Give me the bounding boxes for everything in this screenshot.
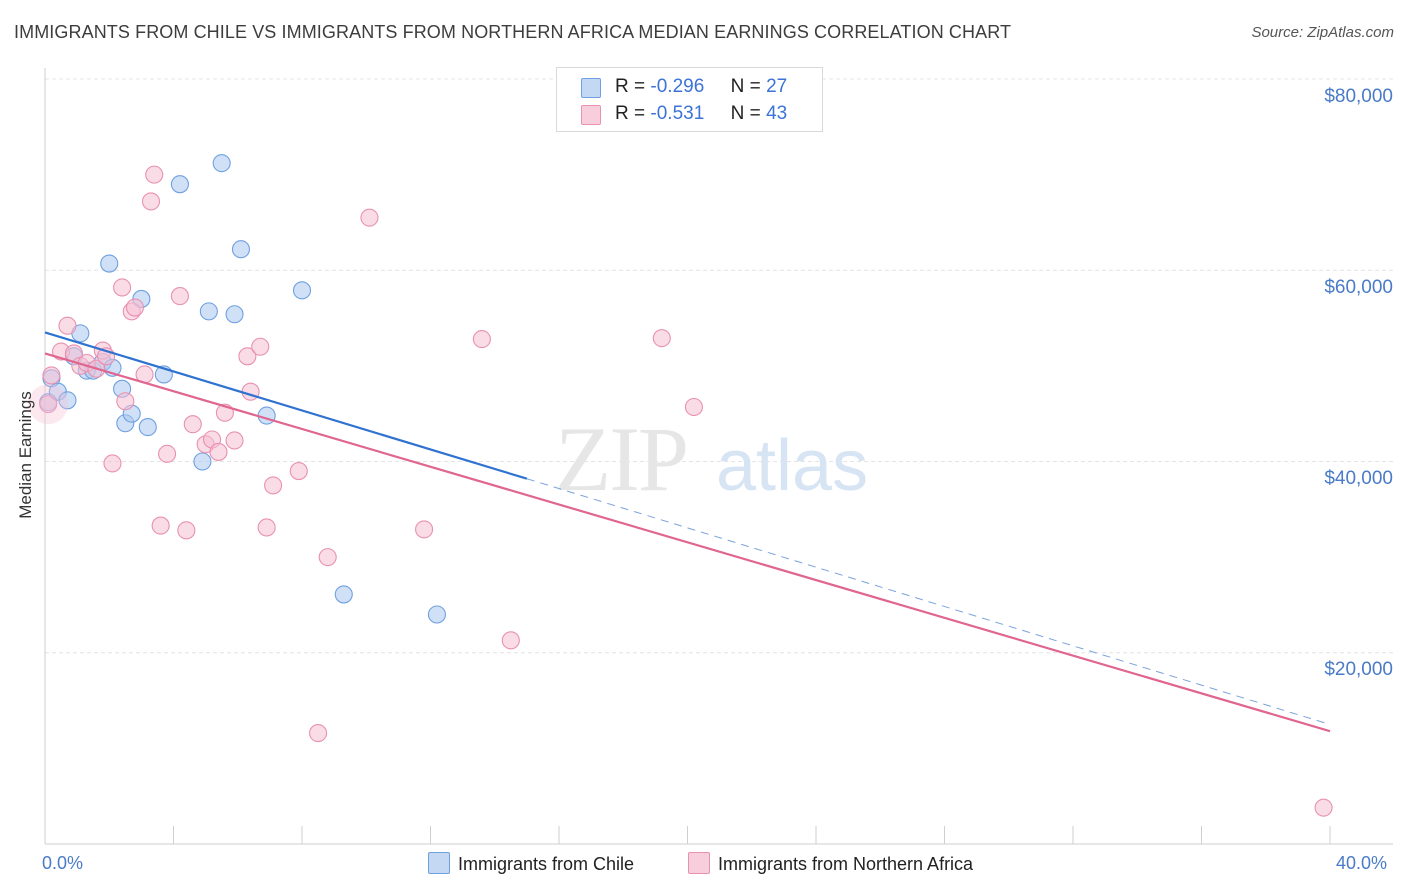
point-nafrica-39 [501, 631, 520, 650]
series-nafrica-points [28, 165, 1333, 817]
watermark-zip: ZIP [555, 408, 687, 510]
point-chile-23 [257, 406, 276, 425]
point-nafrica-1 [42, 366, 61, 385]
point-nafrica-3 [58, 316, 77, 335]
stats-legend: R = -0.296 N = 27 R = -0.531 N = 43 [556, 67, 823, 132]
bottom-legend-swatch-nafrica [688, 852, 710, 874]
point-nafrica-32 [264, 476, 283, 495]
point-nafrica-21 [177, 521, 196, 540]
trend-line-chile [44, 331, 528, 480]
point-nafrica-40 [652, 329, 671, 348]
point-nafrica-42 [1314, 798, 1333, 817]
point-nafrica-37 [415, 520, 434, 539]
watermark-atlas: atlas [716, 426, 868, 506]
chart-title: IMMIGRANTS FROM CHILE VS IMMIGRANTS FROM… [14, 22, 1012, 42]
point-nafrica-33 [289, 462, 308, 481]
point-nafrica-10 [103, 454, 122, 473]
point-nafrica-31 [257, 518, 276, 537]
axes [44, 68, 1393, 845]
point-nafrica-11 [113, 278, 132, 297]
bottom-legend-nafrica: Immigrants from Northern Africa [688, 852, 973, 875]
legend-r-value-chile: -0.296 [650, 76, 705, 97]
legend-swatch-nafrica [581, 105, 601, 125]
point-nafrica-22 [183, 415, 202, 434]
bottom-legend-swatch-chile [428, 852, 450, 874]
point-chile-24 [292, 281, 312, 300]
point-chile-19 [199, 302, 218, 321]
legend-swatch-chile [581, 78, 601, 98]
y-tick-label-40000: $40,000 [1324, 468, 1393, 489]
legend-n-value-chile: 27 [766, 76, 788, 97]
point-chile-21 [225, 305, 244, 324]
bottom-legend-label-chile: Immigrants from Chile [458, 854, 635, 874]
watermark: ZIP atlas [555, 408, 868, 510]
trend-lines [44, 331, 1331, 733]
point-nafrica-12 [116, 392, 135, 411]
point-nafrica-30 [251, 337, 270, 356]
x-tick-label-max: 40.0% [1336, 853, 1388, 873]
point-nafrica-18 [151, 516, 170, 535]
point-chile-25 [334, 585, 353, 604]
bottom-legend-chile: Immigrants from Chile [428, 852, 634, 875]
gridlines [45, 78, 1393, 654]
point-nafrica-28 [238, 347, 257, 366]
point-chile-20 [212, 154, 231, 173]
point-nafrica-25 [209, 442, 228, 461]
legend-r-label: R = [615, 103, 646, 124]
legend-r-value-nafrica: -0.531 [650, 103, 705, 124]
point-nafrica-16 [141, 192, 161, 211]
point-nafrica-19 [158, 444, 177, 463]
point-chile-22 [231, 240, 251, 259]
x-tick-label-min: 0.0% [42, 853, 84, 873]
point-nafrica-14 [125, 298, 144, 317]
point-nafrica-35 [318, 548, 337, 567]
legend-n-value-nafrica: 43 [766, 103, 788, 124]
legend-n-label: N = [730, 103, 761, 124]
point-chile-18 [193, 452, 212, 471]
y-tick-label-20000: $20,000 [1324, 659, 1393, 680]
trend-line-chile-extension [526, 478, 1331, 725]
point-chile-26 [427, 605, 446, 624]
point-nafrica-38 [472, 330, 491, 349]
point-nafrica-17 [145, 165, 164, 184]
bottom-legend-label-nafrica: Immigrants from Northern Africa [718, 854, 974, 874]
point-nafrica-20 [170, 287, 189, 306]
trend-line-nafrica [44, 352, 1331, 733]
y-tick-label-80000: $80,000 [1324, 86, 1393, 107]
legend-n-label: N = [730, 76, 761, 97]
point-nafrica-36 [360, 208, 379, 227]
y-tick-label-60000: $60,000 [1324, 277, 1393, 298]
point-cluster-origin [28, 384, 69, 425]
point-nafrica-34 [309, 724, 328, 743]
point-nafrica-27 [225, 431, 244, 450]
legend-r-label: R = [615, 76, 646, 97]
point-nafrica-41 [684, 397, 703, 417]
chart-source: Source: ZipAtlas.com [1251, 24, 1394, 41]
y-axis-label: Median Earnings [16, 391, 35, 519]
point-nafrica-0 [39, 395, 58, 414]
point-chile-9 [100, 254, 119, 273]
point-chile-17 [170, 175, 189, 194]
point-chile-3 [58, 391, 77, 410]
point-chile-15 [138, 418, 157, 437]
